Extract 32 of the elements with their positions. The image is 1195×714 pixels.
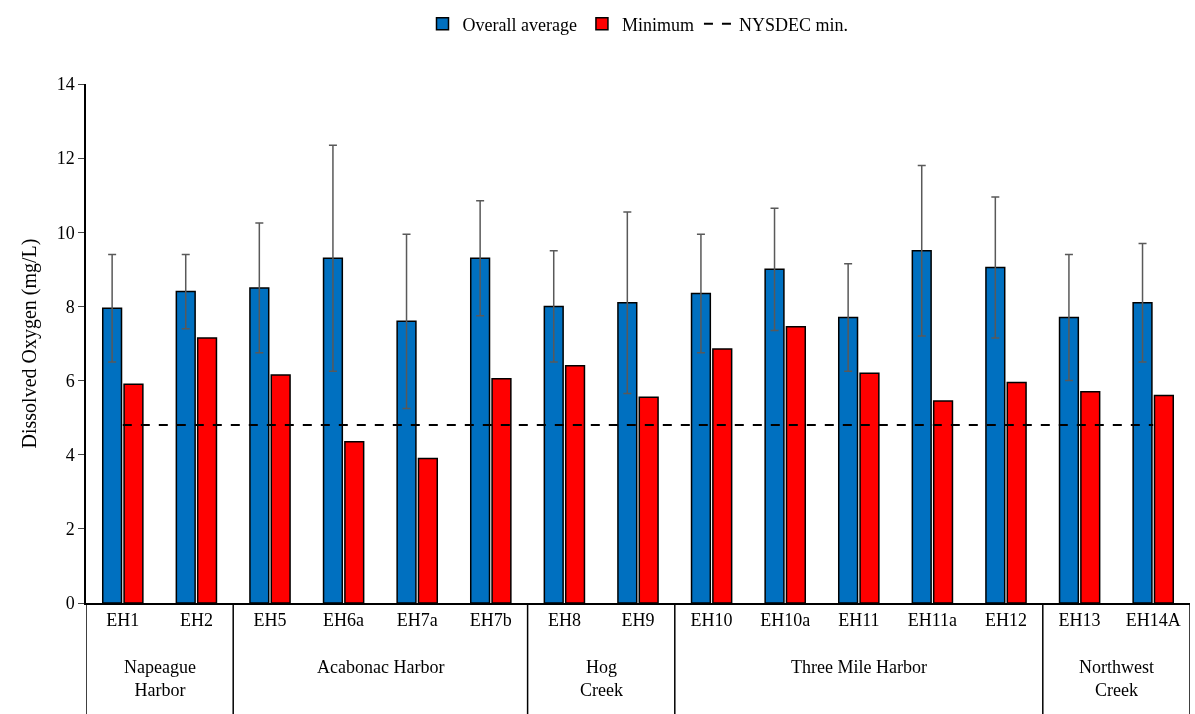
legend-label: Minimum <box>621 14 694 35</box>
x-tick-label: EH7a <box>396 610 438 631</box>
x-tick-label: EH6a <box>323 610 365 631</box>
x-tick-label: EH10a <box>760 610 811 631</box>
legend-label: NYSDEC min. <box>738 14 848 35</box>
y-tick-label: 12 <box>56 148 75 169</box>
x-tick-label: EH13 <box>1058 610 1101 631</box>
y-tick-label: 10 <box>56 222 75 243</box>
x-tick-label: EH1 <box>106 610 140 631</box>
x-tick-label: EH12 <box>985 610 1027 631</box>
text: Acabonac Harbor <box>317 657 445 677</box>
text: Three Mile Harbor <box>791 657 927 677</box>
x-tick-label: EH8 <box>547 610 581 631</box>
x-tick-label: EH7b <box>469 610 512 631</box>
x-tick-label: EH9 <box>621 610 655 631</box>
y-tick-label: 4 <box>65 445 75 466</box>
y-tick-label: 14 <box>56 74 75 95</box>
y-tick-label: 8 <box>65 296 75 317</box>
x-tick-label: EH14A <box>1125 610 1181 631</box>
y-tick-label: 6 <box>65 370 75 391</box>
legend-label: Overall average <box>462 14 577 35</box>
x-tick-label: EH11 <box>838 610 880 631</box>
text: Hog Creek <box>580 657 623 701</box>
x-tick-label: EH10 <box>690 610 733 631</box>
y-tick-label: 2 <box>65 519 75 540</box>
y-tick-label: 0 <box>65 593 75 614</box>
x-tick-label: EH5 <box>253 610 287 631</box>
x-tick-label: EH11a <box>907 610 958 631</box>
x-tick-label: EH2 <box>179 610 213 631</box>
y-axis-title: Dissolved Oxygen (mg/L) <box>17 238 41 449</box>
text: Northwest Creek <box>1079 657 1154 701</box>
text: Napeague Harbor <box>124 657 196 701</box>
